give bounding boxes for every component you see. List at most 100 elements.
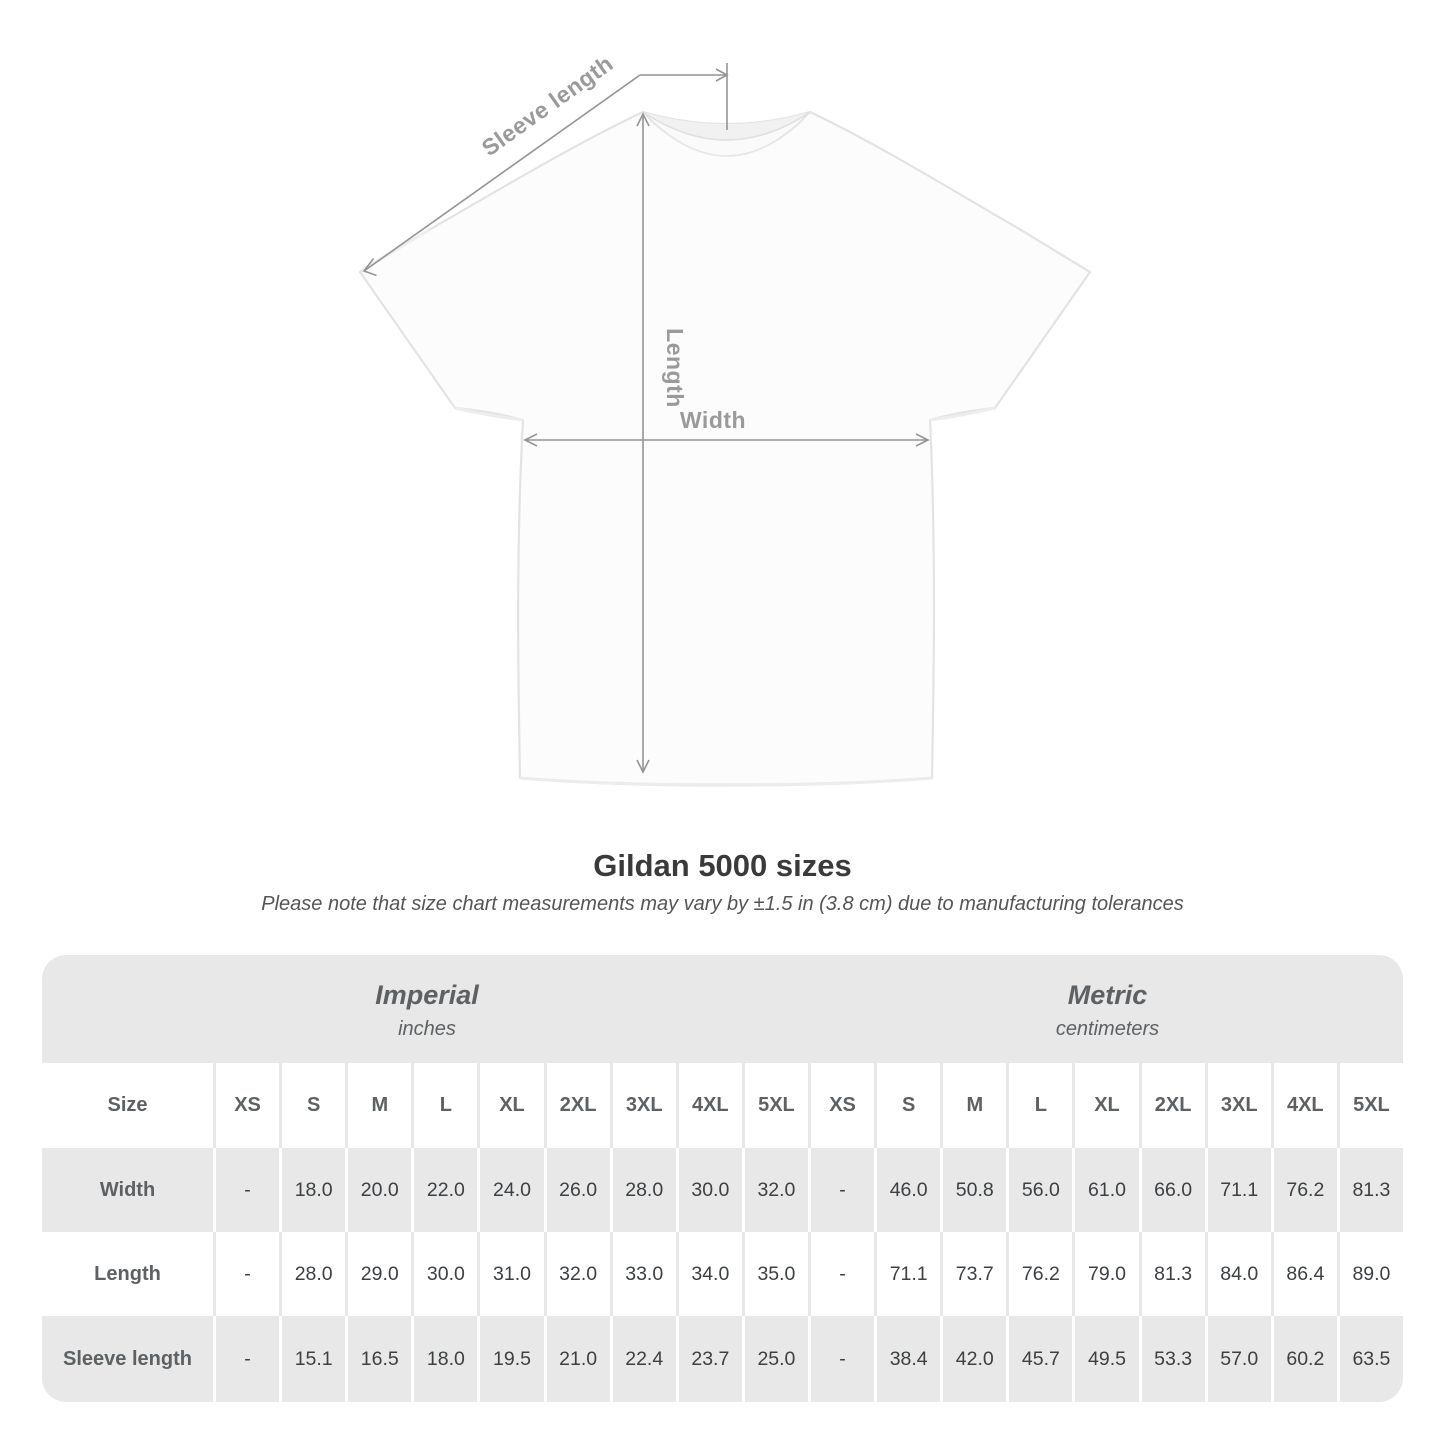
imperial-value: 16.5 — [348, 1316, 412, 1402]
size-header-metric-l: L — [1009, 1063, 1073, 1148]
imperial-value: 30.0 — [414, 1232, 478, 1316]
size-header-imperial-m: M — [348, 1063, 412, 1148]
metric-value: 73.7 — [943, 1232, 1007, 1316]
imperial-value: 28.0 — [612, 1148, 676, 1232]
size-header-row: Size XS S M L XL 2XL 3XL 4XL 5XL XS S M L XL 2XL 3XL 4XL 5… — [42, 1063, 1403, 1148]
metric-value: 50.8 — [943, 1148, 1007, 1232]
metric-value: 71.1 — [877, 1232, 941, 1316]
size-header-metric-4xl: 4XL — [1273, 1063, 1337, 1148]
metric-value: 56.0 — [1009, 1148, 1073, 1232]
imperial-value: 18.0 — [282, 1148, 346, 1232]
imperial-value: 22.0 — [414, 1148, 478, 1232]
imperial-value: 32.0 — [744, 1148, 808, 1232]
metric-value: 63.5 — [1339, 1316, 1403, 1402]
arrowhead-right — [715, 68, 729, 82]
metric-value: 38.4 — [877, 1316, 941, 1402]
metric-value: 86.4 — [1273, 1232, 1337, 1316]
size-table: Imperial inches Metric centimeters Size X… — [42, 955, 1403, 1402]
arrowhead-bottom — [636, 759, 650, 774]
size-header-metric-3xl: 3XL — [1207, 1063, 1271, 1148]
size-header-metric-m: M — [943, 1063, 1007, 1148]
unit-header-band: Imperial inches Metric centimeters — [42, 955, 1403, 1063]
metric-label: Metric — [1067, 979, 1148, 1010]
imperial-value: 22.4 — [612, 1316, 676, 1402]
measurement-row-sleeve-length: Sleeve length -15.1 16.5 18.0 19.5 21.0 22.4 23… — [42, 1316, 1403, 1402]
metric-value: 81.3 — [1339, 1148, 1403, 1232]
imperial-value: 26.0 — [546, 1148, 610, 1232]
length-label: Length — [662, 328, 688, 408]
imperial-value: 32.0 — [546, 1232, 610, 1316]
size-column-header: Size — [42, 1063, 213, 1148]
metric-value: - — [810, 1232, 875, 1316]
metric-unit-label: centimeters — [1055, 1017, 1160, 1040]
metric-value: 84.0 — [1207, 1232, 1271, 1316]
length-arrow: Length — [636, 112, 688, 774]
width-label: Width — [680, 407, 746, 433]
imperial-value: 15.1 — [282, 1316, 346, 1402]
arrowhead-right — [915, 433, 930, 447]
imperial-value: - — [216, 1232, 280, 1316]
imperial-header-group: Imperial inches — [42, 955, 812, 1063]
size-header-metric-2xl: 2XL — [1141, 1063, 1205, 1148]
size-header-imperial-2xl: 2XL — [546, 1063, 610, 1148]
tshirt-illustration — [358, 110, 1092, 787]
size-header-metric-5xl: 5XL — [1339, 1063, 1403, 1148]
tshirt-measurement-diagram: Sleeve length Length Width — [358, 50, 1092, 787]
size-header-metric-xl: XL — [1075, 1063, 1139, 1148]
size-header-imperial-4xl: 4XL — [678, 1063, 742, 1148]
row-label: Width — [42, 1148, 213, 1232]
imperial-value: 24.0 — [480, 1148, 544, 1232]
row-label: Sleeve length — [42, 1316, 213, 1402]
imperial-label: Imperial — [375, 979, 479, 1010]
metric-value: 79.0 — [1075, 1232, 1139, 1316]
metric-value: 60.2 — [1273, 1316, 1337, 1402]
size-header-imperial-3xl: 3XL — [612, 1063, 676, 1148]
metric-value: 76.2 — [1009, 1232, 1073, 1316]
size-header-imperial-xs: XS — [216, 1063, 280, 1148]
metric-value: 81.3 — [1141, 1232, 1205, 1316]
size-header-imperial-xl: XL — [480, 1063, 544, 1148]
measurement-row-width: Width -18.0 20.0 22.0 24.0 26.0 28.0 30.0 32.0-4… — [42, 1148, 1403, 1232]
size-header-metric-s: S — [877, 1063, 941, 1148]
size-header-imperial-l: L — [414, 1063, 478, 1148]
row-label: Length — [42, 1232, 213, 1316]
imperial-value: 28.0 — [282, 1232, 346, 1316]
table-rows: Width -18.0 20.0 22.0 24.0 26.0 28.0 30.0 32.0-4… — [42, 1148, 1403, 1402]
metric-value: 66.0 — [1141, 1148, 1205, 1232]
metric-value: 42.0 — [943, 1316, 1007, 1402]
metric-value: 53.3 — [1141, 1316, 1205, 1402]
metric-value: 61.0 — [1075, 1148, 1139, 1232]
arrowhead-sleeve-end — [362, 258, 377, 277]
imperial-value: 30.0 — [678, 1148, 742, 1232]
metric-value: 49.5 — [1075, 1316, 1139, 1402]
metric-value: 57.0 — [1207, 1316, 1271, 1402]
metric-value: - — [810, 1148, 875, 1232]
imperial-unit-label: inches — [398, 1017, 456, 1040]
arrowhead-left — [523, 433, 538, 447]
metric-header-group: Metric centimeters — [812, 955, 1403, 1063]
imperial-value: 25.0 — [744, 1316, 808, 1402]
imperial-value: 19.5 — [480, 1316, 544, 1402]
width-arrow: Width — [523, 407, 930, 447]
metric-value: 45.7 — [1009, 1316, 1073, 1402]
imperial-value: 29.0 — [348, 1232, 412, 1316]
arrowhead-top — [636, 112, 650, 127]
tolerance-note: Please note that size chart measurements… — [261, 893, 1184, 915]
size-header-imperial-s: S — [282, 1063, 346, 1148]
size-header-metric-xs: XS — [810, 1063, 875, 1148]
imperial-value: 33.0 — [612, 1232, 676, 1316]
metric-value: 71.1 — [1207, 1148, 1271, 1232]
imperial-value: 35.0 — [744, 1232, 808, 1316]
imperial-value: 23.7 — [678, 1316, 742, 1402]
imperial-value: 34.0 — [678, 1232, 742, 1316]
imperial-value: - — [216, 1316, 280, 1402]
imperial-value: - — [216, 1148, 280, 1232]
imperial-value: 21.0 — [546, 1316, 610, 1402]
metric-value: 46.0 — [877, 1148, 941, 1232]
imperial-value: 20.0 — [348, 1148, 412, 1232]
page-title: Gildan 5000 sizes — [593, 848, 852, 883]
size-header-imperial-5xl: 5XL — [744, 1063, 808, 1148]
measurement-row-length: Length -28.0 29.0 30.0 31.0 32.0 33.0 34.0 35.0-… — [42, 1232, 1403, 1316]
metric-value: - — [810, 1316, 875, 1402]
